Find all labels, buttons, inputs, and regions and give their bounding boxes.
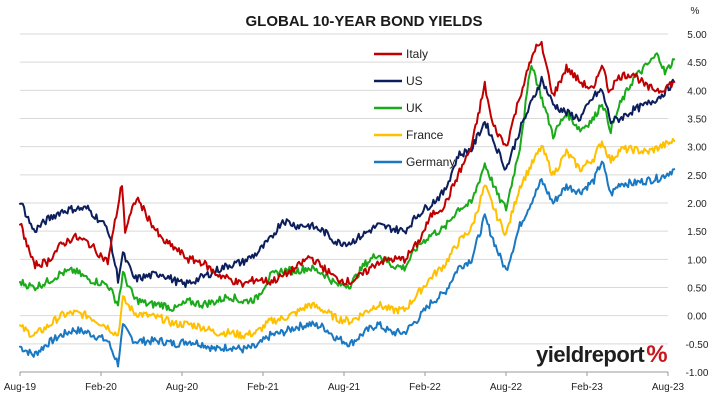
chart-title: GLOBAL 10-YEAR BOND YIELDS (246, 13, 483, 30)
y-tick-label: 2.50 (687, 171, 707, 182)
y-tick-label: 0.50 (687, 284, 707, 295)
series-line-germany (19, 160, 676, 368)
x-tick-label: Aug-22 (490, 382, 523, 393)
legend-label: US (406, 74, 423, 88)
x-tick-label: Aug-21 (328, 382, 361, 393)
y-tick-label: 4.00 (687, 86, 707, 97)
yieldreport-logo: yieldreport% (536, 341, 668, 369)
y-tick-label: 1.00 (687, 255, 707, 266)
logo-text: yieldreport (536, 342, 645, 367)
y-tick-label: -0.50 (686, 340, 709, 351)
x-tick-label: Feb-22 (409, 382, 441, 393)
x-tick-label: Feb-23 (571, 382, 603, 393)
y-axis: 5.00 4.50 4.00 3.50 3.00 2.50 2.00 1.50 1.00 0.50… (686, 30, 709, 379)
series-lines (19, 40, 676, 368)
y-tick-label: 0.00 (687, 312, 707, 323)
y-tick-label: 3.00 (687, 143, 707, 154)
legend-label: France (406, 128, 444, 142)
y-axis-unit: % (691, 6, 700, 17)
x-tick-label: Feb-20 (85, 382, 117, 393)
y-tick-label: 3.50 (687, 115, 707, 126)
x-tick-label: Aug-19 (4, 382, 37, 393)
legend-label: Germany (406, 155, 455, 169)
x-tick-label: Feb-21 (247, 382, 279, 393)
series-line-italy (19, 40, 676, 288)
legend-label: UK (406, 101, 423, 115)
y-tick-label: 5.00 (687, 30, 707, 41)
x-tick-label: Aug-20 (166, 382, 199, 393)
legend: Italy US UK France Germany (374, 47, 455, 169)
y-tick-label: 2.00 (687, 199, 707, 210)
y-tick-label: 4.50 (687, 58, 707, 69)
series-line-uk (19, 52, 676, 312)
y-tick-label: 1.50 (687, 227, 707, 238)
series-line-us (19, 75, 676, 289)
x-tick-label: Aug-23 (652, 382, 685, 393)
logo-percent-icon: % (646, 341, 668, 368)
y-tick-label: -1.00 (686, 368, 709, 379)
legend-label: Italy (406, 47, 428, 61)
series-line-france (19, 138, 676, 340)
x-axis: Aug-19 Feb-20 Aug-20 Feb-21 Aug-21 Feb-22 Aug-… (4, 372, 685, 393)
